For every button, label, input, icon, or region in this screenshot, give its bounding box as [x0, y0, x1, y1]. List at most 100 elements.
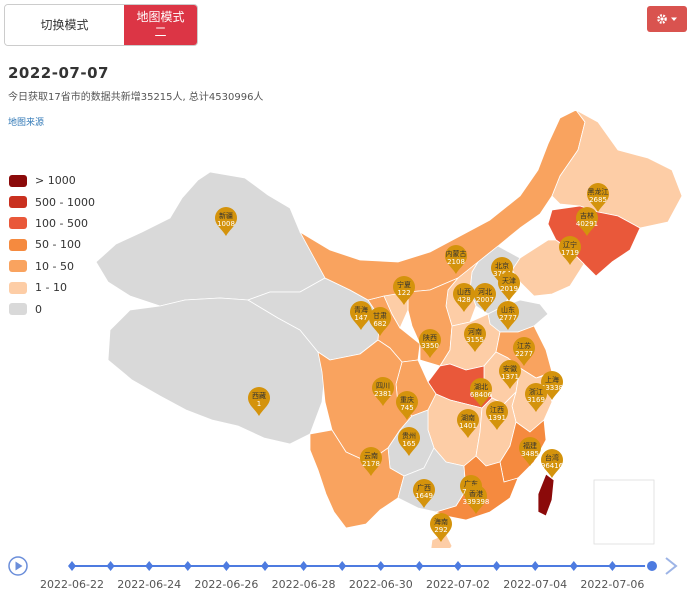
map-mode-two-button[interactable]: 地图模式 二	[124, 5, 197, 45]
marker-pin-icon	[248, 387, 270, 416]
play-button[interactable]	[8, 556, 28, 576]
province-marker[interactable]: 西藏1	[248, 387, 270, 416]
timeline-label[interactable]: 2022-06-24	[117, 578, 181, 591]
chevron-right-icon[interactable]	[665, 557, 678, 575]
timeline-tick[interactable]	[299, 561, 308, 571]
timeline-tick[interactable]	[454, 561, 462, 571]
marker-pin-icon	[576, 207, 598, 236]
marker-province-name: 台湾	[545, 453, 559, 462]
marker-province-name: 甘肃	[373, 311, 387, 320]
marker-value: 682	[373, 320, 386, 328]
gear-icon	[657, 14, 677, 24]
marker-province-name: 陕西	[423, 333, 437, 342]
timeline-label[interactable]: 2022-06-30	[349, 578, 413, 591]
timeline-tick[interactable]	[222, 561, 231, 571]
marker-value: 745	[400, 404, 413, 412]
legend-item[interactable]: 10 - 50	[9, 256, 95, 277]
marker-value: 3964168	[536, 462, 567, 470]
timeline-tick[interactable]	[376, 561, 385, 571]
marker-value: 1	[257, 400, 261, 408]
toggle-mode-button[interactable]: 切换模式	[5, 5, 124, 45]
marker-pin-icon	[541, 449, 563, 478]
timeline-label[interactable]: 2022-06-28	[272, 578, 336, 591]
legend-item[interactable]: 1 - 10	[9, 277, 95, 298]
marker-value: 2019	[500, 285, 518, 293]
legend-item[interactable]: > 1000	[9, 170, 95, 191]
timeline-tick[interactable]	[338, 561, 347, 571]
timeline-tick[interactable]	[106, 561, 115, 571]
marker-value: 122	[397, 289, 410, 297]
marker-value: 1401	[459, 422, 477, 430]
mode-toggle: 切换模式 地图模式 二	[4, 4, 198, 46]
marker-province-name: 安徽	[503, 364, 517, 373]
timeline-label[interactable]: 2022-07-06	[580, 578, 644, 591]
timeline-tick[interactable]	[492, 561, 501, 571]
timeline-tick[interactable]	[569, 561, 578, 571]
legend-item[interactable]: 100 - 500	[9, 213, 95, 234]
timeline-tick[interactable]	[261, 561, 269, 571]
marker-province-name: 辽宁	[563, 240, 577, 249]
marker-value: 428	[457, 296, 470, 304]
marker-province-name: 宁夏	[397, 280, 411, 289]
legend-item[interactable]: 50 - 100	[9, 234, 95, 255]
timeline-tick[interactable]	[145, 561, 154, 571]
settings-button[interactable]	[647, 6, 687, 32]
marker-pin-icon	[587, 183, 609, 212]
timeline-tick[interactable]	[68, 561, 76, 571]
timeline-tick[interactable]	[183, 561, 192, 571]
legend-swatch	[9, 196, 27, 209]
timeline-label[interactable]: 2022-06-22	[40, 578, 104, 591]
marker-value: 1719	[561, 249, 579, 257]
region-xinjiang[interactable]	[95, 171, 326, 307]
marker-province-name: 天津	[502, 277, 516, 285]
timeline-label[interactable]: 2022-07-02	[426, 578, 490, 591]
timeline-current-handle[interactable]	[645, 559, 659, 573]
map-source-link[interactable]: 地图来源	[8, 118, 45, 128]
timeline-tick[interactable]	[415, 561, 424, 571]
timeline-labels: 2022-06-22 2022-06-24 2022-06-26 2022-06-28…	[40, 578, 644, 591]
timeline-label[interactable]: 2022-07-04	[503, 578, 567, 591]
marker-value: 2777	[499, 314, 517, 322]
timeline-tick[interactable]	[608, 561, 617, 571]
legend-item[interactable]: 0	[9, 298, 95, 319]
timeline-tick[interactable]	[531, 561, 540, 571]
marker-province-name: 黑龙江	[588, 187, 609, 196]
legend-item[interactable]: 500 - 1000	[9, 191, 95, 212]
marker-province-name: 青海	[354, 305, 368, 314]
region-taiwan[interactable]	[537, 473, 555, 517]
marker-pin-icon	[498, 272, 520, 301]
timeline-dots	[68, 561, 617, 571]
timeline-label[interactable]: 2022-06-26	[194, 578, 258, 591]
legend-swatch	[9, 281, 27, 294]
marker-value: 2381	[374, 390, 392, 398]
